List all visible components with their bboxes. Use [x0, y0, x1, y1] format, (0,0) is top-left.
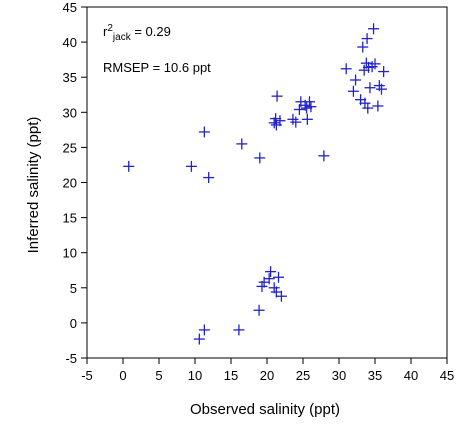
data-point: [375, 83, 387, 95]
data-point: [273, 271, 285, 283]
data-point: [254, 152, 266, 164]
data-point: [274, 115, 286, 127]
data-point: [350, 74, 362, 86]
y-tick-label: 20: [63, 176, 77, 191]
data-point: [293, 103, 305, 115]
y-tick-label: 45: [63, 0, 77, 15]
data-point: [372, 100, 384, 112]
r2-subscript: jack: [112, 32, 132, 43]
data-point: [369, 58, 381, 70]
x-tick-label: 5: [155, 368, 162, 383]
r2-prefix: r: [103, 24, 108, 39]
data-point: [318, 150, 330, 162]
data-point: [198, 126, 210, 138]
rmsep-annotation: RMSEP = 10.6 ppt: [103, 60, 211, 75]
data-point: [203, 172, 215, 184]
x-tick-label: 45: [440, 368, 454, 383]
y-axis-title: Inferred salinity (ppt): [25, 117, 42, 254]
x-axis: -5 0 5 10 15 20 25 30 35 40 45: [81, 358, 454, 383]
data-point: [123, 160, 135, 172]
data-point: [358, 64, 370, 76]
x-tick-label: 30: [332, 368, 346, 383]
data-points: [123, 23, 390, 345]
y-tick-label: 10: [63, 246, 77, 261]
data-point: [362, 102, 374, 114]
data-point: [366, 61, 378, 73]
data-point: [290, 116, 302, 128]
data-point: [359, 97, 371, 109]
y-tick-label: -5: [65, 351, 77, 366]
data-point: [368, 23, 380, 35]
data-point: [378, 66, 390, 78]
data-point: [271, 90, 283, 102]
y-tick-label: 15: [63, 211, 77, 226]
data-point: [340, 63, 352, 75]
data-point: [253, 304, 265, 316]
y-tick-label: 40: [63, 35, 77, 50]
y-axis: -5 0 5 10 15 20 25 30 35 40 45: [63, 0, 87, 366]
data-point: [301, 102, 313, 114]
r2-annotation: r2jack = 0.29: [103, 23, 171, 43]
x-tick-label: -5: [81, 368, 93, 383]
data-point: [193, 333, 205, 345]
data-point: [287, 113, 299, 125]
x-tick-label: 0: [119, 368, 126, 383]
y-tick-label: 5: [70, 281, 77, 296]
data-point: [233, 324, 245, 336]
x-tick-label: 35: [368, 368, 382, 383]
data-point: [185, 160, 197, 172]
data-point: [270, 113, 282, 125]
x-tick-label: 10: [188, 368, 202, 383]
data-point: [305, 101, 317, 113]
y-tick-label: 35: [63, 70, 77, 85]
data-point: [236, 138, 248, 150]
data-point: [303, 96, 315, 108]
data-point: [347, 85, 359, 97]
y-tick-label: 25: [63, 140, 77, 155]
data-point: [275, 290, 287, 302]
data-point: [263, 273, 275, 285]
x-tick-label: 25: [296, 368, 310, 383]
data-point: [361, 33, 373, 45]
data-point: [198, 324, 210, 336]
data-point: [357, 41, 369, 53]
r2-superscript: 2: [107, 23, 113, 34]
x-tick-label: 40: [404, 368, 418, 383]
data-point: [265, 266, 277, 278]
data-point: [364, 82, 376, 94]
x-tick-label: 20: [260, 368, 274, 383]
y-tick-label: 0: [70, 316, 77, 331]
r2-value: = 0.29: [131, 24, 171, 39]
y-tick-label: 30: [63, 105, 77, 120]
data-point: [301, 113, 313, 125]
x-tick-label: 15: [224, 368, 238, 383]
x-axis-title: Observed salinity (ppt): [190, 401, 340, 418]
